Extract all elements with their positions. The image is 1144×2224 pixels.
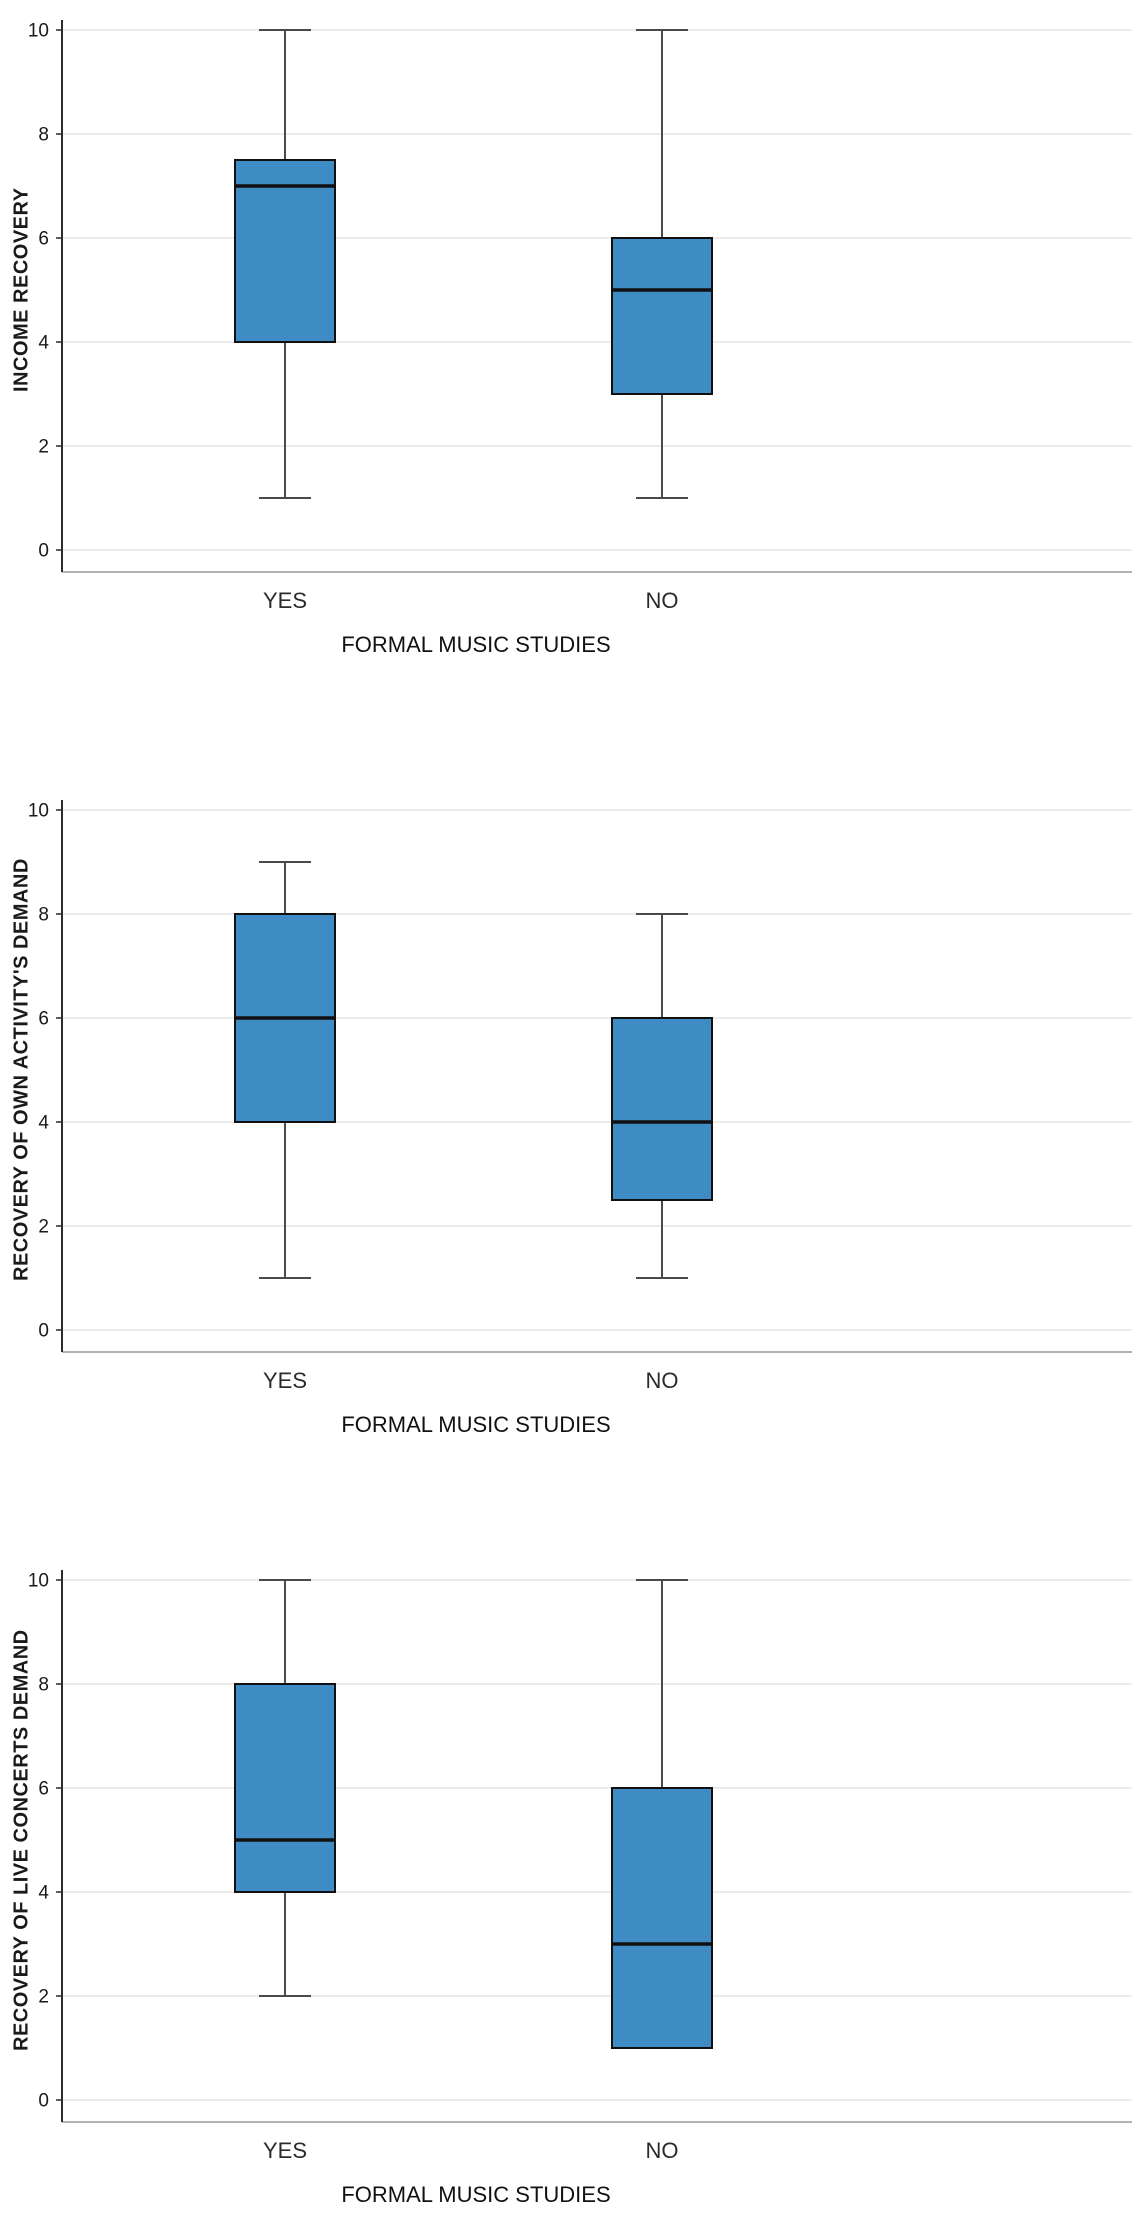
y-tick-label: 6 xyxy=(38,1779,49,1800)
y-tick-label: 0 xyxy=(38,541,49,562)
y-tick-label: 6 xyxy=(38,1009,49,1030)
x-axis-title: FORMAL MUSIC STUDIES xyxy=(341,632,611,657)
boxplot-no-box xyxy=(611,1017,713,1201)
y-tick-label: 8 xyxy=(38,125,49,146)
boxplot-yes-box xyxy=(234,1683,336,1893)
boxplot-no-box xyxy=(611,237,713,395)
x-category-label-yes: YES xyxy=(262,1368,308,1393)
boxplot-no-box xyxy=(611,1787,713,2049)
boxplot-canvas-live-concerts-demand: 0 2 4 6 8 10 xyxy=(28,1570,1132,2123)
y-tick-label: 2 xyxy=(38,1987,49,2008)
boxplot-canvas-income-recovery: 0 2 4 6 8 10 xyxy=(28,20,1132,573)
chart-own-activity-demand: 0 2 4 6 8 10 RECOVERY OF OWN ACTIVITY'S DEMAN… xyxy=(0,741,1144,1482)
x-category-label-no: NO xyxy=(645,588,679,613)
x-axis-title: FORMAL MUSIC STUDIES xyxy=(341,1412,611,1437)
boxplot-canvas-own-activity-demand: 0 2 4 6 8 10 xyxy=(28,800,1132,1353)
y-tick-label: 4 xyxy=(38,1113,49,1134)
y-axis-title: RECOVERY OF OWN ACTIVITY'S DEMAND xyxy=(10,858,33,1282)
y-tick-label: 10 xyxy=(28,801,49,822)
x-axis-title: FORMAL MUSIC STUDIES xyxy=(341,2182,611,2207)
y-tick-label: 6 xyxy=(38,229,49,250)
x-category-label-no: NO xyxy=(645,2138,679,2163)
x-category-label-yes: YES xyxy=(262,2138,308,2163)
y-tick-label: 4 xyxy=(38,333,49,354)
x-category-label-no: NO xyxy=(645,1368,679,1393)
y-tick-label: 8 xyxy=(38,1675,49,1696)
y-tick-label: 4 xyxy=(38,1883,49,1904)
y-tick-label: 0 xyxy=(38,1321,49,1342)
y-tick-label: 2 xyxy=(38,1217,49,1238)
y-tick-label: 8 xyxy=(38,905,49,926)
y-tick-label: 0 xyxy=(38,2091,49,2112)
y-axis-title: INCOME RECOVERY xyxy=(10,187,33,393)
y-axis-title: RECOVERY OF LIVE CONCERTS DEMAND xyxy=(10,1629,33,2051)
boxplot-yes-box xyxy=(234,159,336,343)
y-tick-label: 2 xyxy=(38,437,49,458)
y-tick-label: 10 xyxy=(28,1571,49,1592)
chart-income-recovery: 0 2 4 6 8 10 INCOME RECOVERY YES NO FORMAL MU… xyxy=(0,0,1144,741)
chart-live-concerts-demand: 0 2 4 6 8 10 RECOVERY OF LIVE CONCERTS DEMAND… xyxy=(0,1482,1144,2224)
y-tick-label: 10 xyxy=(28,21,49,42)
x-category-label-yes: YES xyxy=(262,588,308,613)
